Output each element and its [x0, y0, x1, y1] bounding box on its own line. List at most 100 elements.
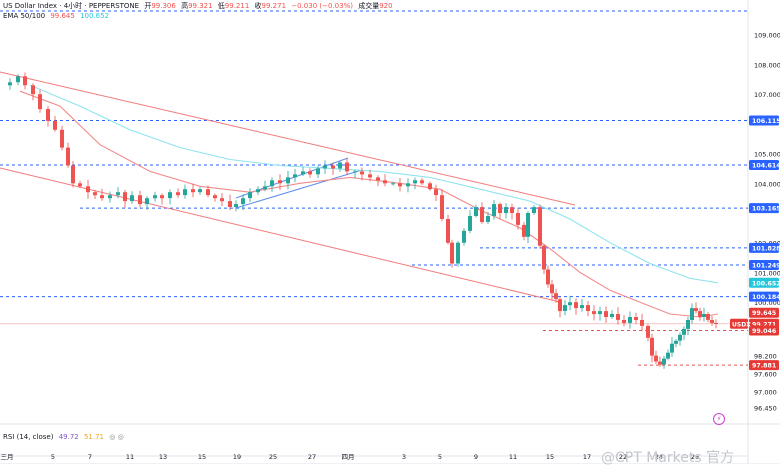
- candle-body: [516, 213, 520, 225]
- x-tick-label: 27: [308, 453, 316, 461]
- price-tag: [749, 160, 779, 171]
- rsi-ma-value: 51.71: [83, 433, 105, 441]
- candle-body: [391, 183, 395, 185]
- x-tick-label: 15: [546, 453, 554, 461]
- candle-body: [492, 204, 496, 216]
- candle-body: [286, 177, 290, 184]
- x-tick-label: 三月: [1, 453, 14, 461]
- price-tag: [749, 242, 779, 253]
- x-tick-label: 24: [655, 453, 663, 461]
- candle-body: [8, 82, 12, 86]
- price-tag-label: 106.115: [752, 118, 780, 125]
- candle-body: [650, 337, 654, 356]
- candle-body: [71, 165, 75, 184]
- x-tick-label: 13: [159, 453, 167, 461]
- candle-body: [168, 192, 172, 199]
- price-tag: [749, 115, 779, 126]
- candle-body: [308, 171, 312, 175]
- candle-body: [628, 317, 632, 323]
- low-label: 低: [217, 2, 225, 10]
- symbol-tag-label: USDX: [732, 321, 751, 328]
- x-tick-label: 11: [509, 453, 517, 461]
- candle-body: [598, 311, 602, 315]
- candle-body: [554, 293, 558, 300]
- high-label: 高: [181, 2, 189, 10]
- candle-body: [100, 195, 104, 199]
- x-tick-label: 26: [691, 453, 699, 461]
- x-tick-label: 25: [269, 453, 277, 461]
- candle-body: [16, 76, 20, 83]
- candle-body: [360, 171, 364, 175]
- candle-body: [714, 322, 718, 324]
- candle-body: [580, 305, 584, 309]
- candle-body: [446, 219, 450, 243]
- candle-body: [338, 162, 342, 169]
- candle-body: [345, 162, 349, 172]
- y-tick-label: 107.000: [754, 91, 780, 99]
- trend-channel: [0, 71, 576, 303]
- price-tag-label: 100.652: [752, 280, 780, 287]
- candle-body: [23, 76, 27, 86]
- candle-body: [220, 198, 224, 202]
- candle-body: [690, 308, 694, 320]
- candle-body: [256, 189, 260, 193]
- price-tag: [749, 203, 779, 214]
- y-tick-label: 98.200: [754, 353, 777, 361]
- ema50-line: [19, 90, 719, 318]
- candle-body: [183, 189, 187, 196]
- candle-body: [228, 201, 232, 207]
- candle-body: [542, 245, 546, 270]
- price-tag-label: 99.645: [752, 310, 776, 317]
- candle-body: [323, 165, 327, 169]
- low-value: 99.211: [224, 2, 250, 10]
- open-label: 开: [144, 2, 152, 10]
- candle-body: [678, 334, 682, 341]
- candle-body: [616, 314, 620, 320]
- symbol-tag: [730, 318, 748, 329]
- candle-body: [666, 352, 670, 359]
- candle-body: [234, 204, 238, 208]
- candle-body: [191, 189, 195, 193]
- candle-body: [706, 314, 710, 320]
- candle-body: [440, 195, 444, 219]
- candle-body: [522, 224, 526, 237]
- ema50-value: 99.645: [50, 12, 75, 20]
- candle-body: [646, 325, 650, 338]
- candle-body: [53, 120, 57, 130]
- x-tick-label: 22: [619, 453, 627, 461]
- symbol-header: US Dollar Index · 4小时 · PEPPERSTONE 开99.…: [3, 2, 396, 11]
- candle-body: [434, 189, 438, 196]
- price-tag: [749, 260, 779, 271]
- y-tick-label: 96.450: [754, 405, 777, 413]
- candle-body: [462, 230, 466, 243]
- lightning-icon[interactable]: ⚡: [713, 413, 725, 425]
- eye-icon[interactable]: ◎ ◎: [109, 433, 124, 441]
- wedge-lower: [235, 169, 363, 209]
- candle-body: [456, 242, 460, 264]
- candle-body: [368, 174, 372, 178]
- candle-body: [568, 302, 572, 306]
- candle-body: [558, 299, 562, 312]
- candle-body: [31, 85, 35, 95]
- y-tick-label: 101.000: [754, 269, 780, 277]
- candle-body: [108, 195, 112, 199]
- x-tick-label: 7: [88, 453, 92, 461]
- candle-body: [428, 183, 432, 190]
- candle-body: [153, 195, 157, 199]
- candle-body: [586, 305, 590, 311]
- price-tag-label: 100.184: [752, 294, 780, 301]
- candle-body: [450, 242, 454, 264]
- candle-body: [206, 189, 210, 196]
- candle-body: [270, 180, 274, 187]
- price-tag-label: 104.614: [752, 163, 780, 170]
- open-value: 99.306: [151, 2, 176, 10]
- candle-body: [406, 183, 410, 187]
- ema100-line: [29, 84, 719, 284]
- y-tick-label: 108.000: [754, 61, 780, 69]
- rsi-legend: RSI (14, close) 49.72 51.71 ◎ ◎: [3, 433, 127, 442]
- channel-lower: [0, 167, 561, 303]
- price-axis: 109.000108.000107.000105.000104.000102.0…: [754, 32, 780, 413]
- candle-body: [241, 198, 245, 205]
